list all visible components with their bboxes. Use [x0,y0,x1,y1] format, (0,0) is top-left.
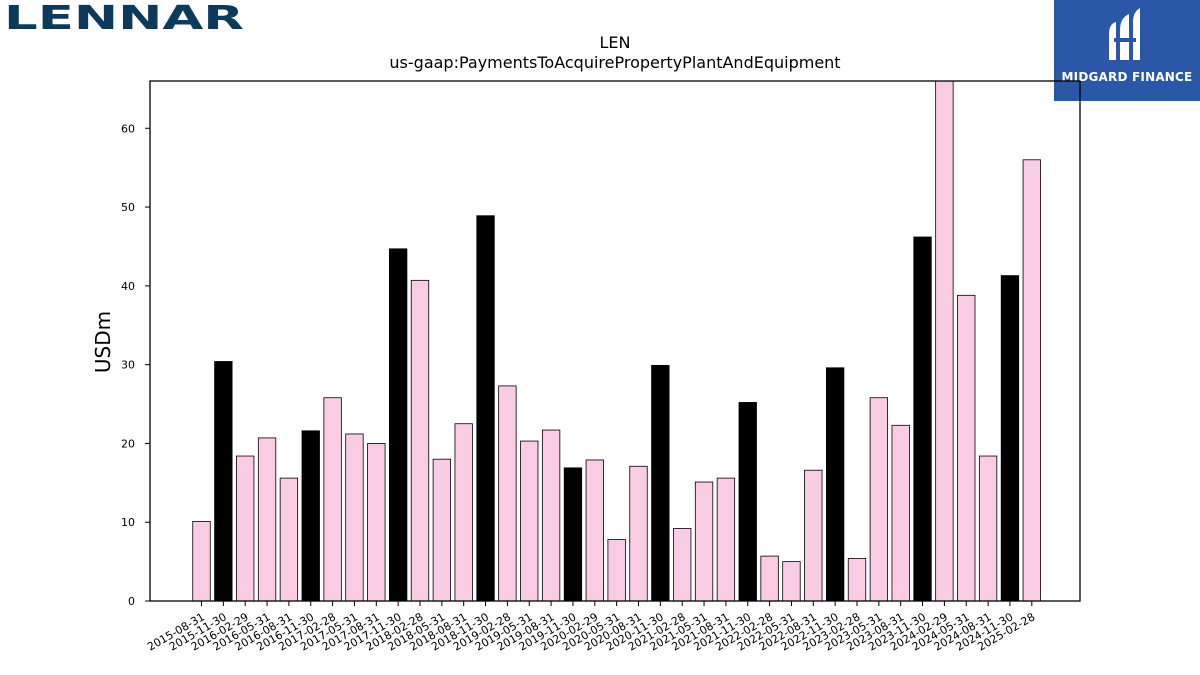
bar-2018-08-31 [454,423,473,602]
bar-2018-05-31 [432,458,452,602]
y-tick-label: 40 [121,280,135,293]
x-axis-ticks: 2015-08-312015-11-302016-02-292016-05-31… [145,601,1037,654]
bar-2016-08-31 [279,477,299,602]
bar-2020-11-30 [651,365,670,602]
midgard-finance-logo: MIDGARD FINANCE [1054,0,1200,101]
chart-subtitle: us-gaap:PaymentsToAcquirePropertyPlantAn… [389,53,840,72]
bar-2017-02-28 [323,397,342,602]
lennar-logo: LENNAR [4,0,254,37]
bar-series [192,80,1041,602]
lennar-logo-text: LENNAR [4,2,244,34]
bar-2021-05-31 [694,481,714,602]
bar-2020-08-31 [629,465,648,602]
bar-2021-11-30 [738,402,757,602]
midgard-finance-logo-text: MIDGARD FINANCE [1061,70,1193,84]
y-axis-label: USDm [91,311,115,373]
y-axis-ticks: 0 10 20 30 40 50 60 [121,122,150,608]
bar-2025-02-28 [1022,159,1041,602]
bar-2019-11-30 [563,467,583,602]
bar-2021-08-31 [716,477,736,602]
bar-2022-08-31 [804,469,823,602]
y-tick-label: 0 [128,595,135,608]
chart-title: LEN [600,33,631,52]
bar-2017-08-31 [367,443,386,602]
bar-2019-08-31 [541,429,561,602]
bar-2017-05-31 [345,433,364,602]
bar-2016-02-29 [236,455,255,602]
bar-2015-08-31 [192,521,211,602]
bar-2024-08-31 [978,455,998,602]
bar-2016-11-30 [301,430,320,602]
y-tick-label: 30 [121,359,135,372]
bar-2024-11-30 [1000,275,1020,602]
bar-2024-02-29 [935,80,954,602]
bar-2023-11-30 [913,236,932,602]
plot-frame [149,80,1081,602]
bar-2021-02-28 [673,528,692,602]
bar-2022-02-28 [760,555,779,602]
bar-2018-11-30 [476,215,495,602]
bar-2015-11-30 [214,361,233,602]
bar-2018-02-28 [410,279,430,602]
bar-2019-02-28 [498,385,517,602]
midgard-mark-icon [1109,8,1140,60]
bar-2023-02-28 [847,558,867,602]
bar-2023-05-31 [869,397,888,602]
bar-2024-05-31 [957,294,976,602]
y-tick-label: 20 [121,437,135,450]
bar-2023-08-31 [891,424,910,602]
bar-2019-05-31 [520,440,539,602]
bar-2020-05-31 [607,539,626,602]
y-tick-label: 50 [121,201,135,214]
bar-2022-05-31 [782,561,801,602]
bar-2017-11-30 [388,248,408,602]
bar-2016-05-31 [257,437,277,602]
y-tick-label: 10 [121,516,135,529]
bar-2020-02-29 [585,459,604,602]
y-tick-label: 60 [121,122,135,135]
bar-2022-11-30 [826,367,845,602]
